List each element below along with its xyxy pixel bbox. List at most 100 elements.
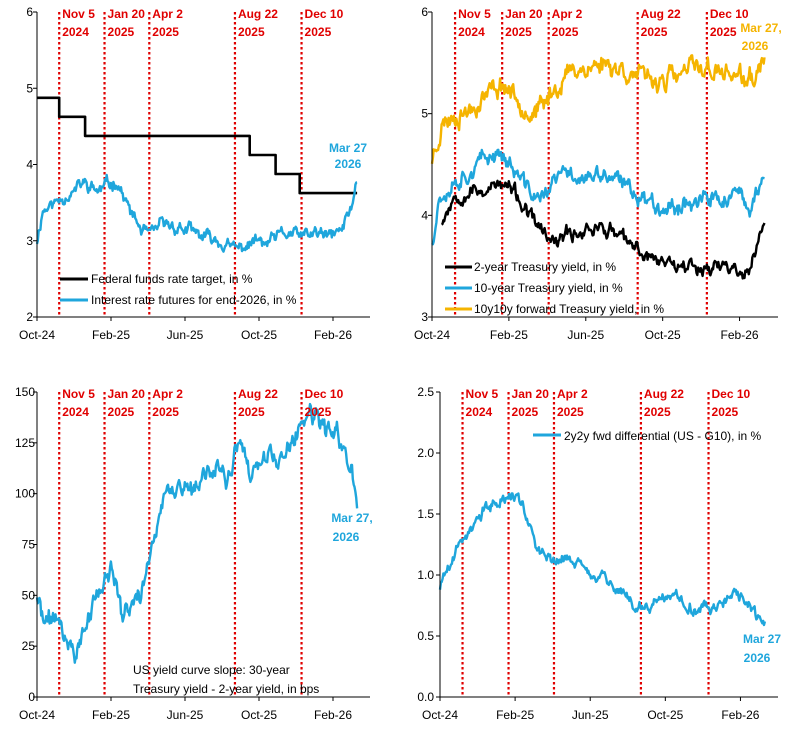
event-date-label: Apr 2 — [557, 387, 588, 401]
y-tick-label: 2.5 — [417, 385, 434, 399]
event-year-label: 2024 — [466, 405, 493, 419]
y-tick-label: 0 — [28, 690, 35, 704]
event-date-label: Aug 22 — [641, 7, 681, 21]
event-year-label: 2025 — [710, 25, 737, 39]
panel2-legend: 2-year Treasury yield, in % 10-year Trea… — [445, 260, 664, 316]
y-tick-label: 0.5 — [417, 629, 434, 643]
y-tick-label: 4 — [26, 158, 33, 172]
legend-label-10y10y: 10y10y forward Treasury yield, in % — [474, 302, 664, 316]
event-date-label: Dec 10 — [710, 7, 749, 21]
x-tick-label: Oct-25 — [241, 708, 277, 722]
panel-treasury-yields: Nov 5 2024 Jan 20 2025 Apr 2 2025 Aug 22 2025 De… — [414, 5, 782, 342]
event-year-label: 2025 — [305, 25, 332, 39]
event-date-label: Jan 20 — [512, 387, 550, 401]
y-tick-label: 125 — [15, 436, 35, 450]
x-tick-label: Oct-25 — [241, 328, 277, 342]
y-tick-label: 1.5 — [417, 507, 434, 521]
panel-fed-funds: Nov 5 2024 Jan 20 2025 Apr 2 2025 Aug 22 2025 De… — [19, 5, 370, 342]
x-tick-label: Jun-25 — [572, 708, 609, 722]
event-date-label: Nov 5 — [62, 7, 95, 21]
event-date-label: Apr 2 — [552, 7, 583, 21]
event-date-label: Jan 20 — [108, 387, 146, 401]
y-tick-label: 100 — [15, 487, 35, 501]
y-tick-label: 2.0 — [417, 446, 434, 460]
y-tick-label: 150 — [15, 385, 35, 399]
x-tick-label: Feb-25 — [496, 708, 534, 722]
panel-2y2y-differential: Nov 5 2024 Jan 20 2025 Apr 2 2025 Aug 22 2025 De… — [417, 385, 781, 722]
end-label-line2: 2026 — [742, 39, 769, 53]
panel3-end-label: Mar 27, 2026 — [331, 511, 372, 544]
x-tick-label: Feb-25 — [490, 328, 528, 342]
event-year-label: 2024 — [458, 25, 485, 39]
event-year-label: 2025 — [505, 25, 532, 39]
event-year-label: 2025 — [108, 25, 135, 39]
end-label-line1: Mar 27 — [743, 632, 781, 646]
y-tick-label: 6 — [26, 5, 33, 19]
event-date-label: Dec 10 — [712, 387, 751, 401]
y-tick-label: 0.0 — [417, 690, 434, 704]
series-line-0 — [35, 402, 359, 664]
end-label-line1: Mar 27, — [740, 21, 781, 35]
y-tick-label: 75 — [22, 538, 36, 552]
y-tick-label: 50 — [22, 588, 36, 602]
x-tick-label: Oct-25 — [647, 708, 683, 722]
annotation-line1: US yield curve slope: 30-year — [133, 663, 290, 677]
event-year-label: 2024 — [62, 405, 89, 419]
panel3-annotation: US yield curve slope: 30-year Treasury y… — [133, 663, 319, 696]
event-year-label: 2025 — [712, 405, 739, 419]
event-date-label: Nov 5 — [62, 387, 95, 401]
x-tick-label: Feb-26 — [721, 328, 759, 342]
panel1-end-label: Mar 27 2026 — [329, 141, 367, 171]
y-tick-label: 25 — [22, 639, 36, 653]
event-year-label: 2025 — [152, 405, 179, 419]
event-year-label: 2025 — [641, 25, 668, 39]
legend-label-futures: Interest rate futures for end-2026, in % — [91, 293, 297, 307]
x-tick-label: Feb-25 — [92, 708, 130, 722]
x-tick-label: Oct-24 — [19, 328, 55, 342]
x-tick-label: Feb-25 — [92, 328, 130, 342]
legend-label-2y2y: 2y2y fwd differential (US - G10), in % — [564, 429, 762, 443]
y-tick-label: 2 — [26, 310, 33, 324]
series-line-1 — [35, 173, 358, 253]
y-tick-label: 3 — [421, 310, 428, 324]
y-tick-label: 3 — [26, 234, 33, 248]
series-line-0 — [37, 96, 358, 195]
y-tick-label: 4 — [421, 208, 428, 222]
x-tick-label: Feb-26 — [314, 328, 352, 342]
x-tick-label: Oct-25 — [645, 328, 681, 342]
series-line-1 — [431, 148, 765, 246]
event-date-label: Aug 22 — [644, 387, 684, 401]
event-year-label: 2025 — [552, 25, 579, 39]
x-tick-label: Feb-26 — [314, 708, 352, 722]
y-tick-label: 5 — [421, 107, 428, 121]
y-tick-label: 5 — [26, 81, 33, 95]
panel2-end-label: Mar 27, 2026 — [740, 21, 781, 53]
event-year-label: 2025 — [557, 405, 584, 419]
x-tick-label: Oct-24 — [19, 708, 55, 722]
event-year-label: 2025 — [152, 25, 179, 39]
end-label-line2: 2026 — [335, 157, 362, 171]
end-label-line1: Mar 27, — [331, 511, 372, 525]
end-label-line2: 2026 — [333, 530, 360, 544]
event-date-label: Aug 22 — [238, 387, 278, 401]
x-tick-label: Feb-26 — [721, 708, 759, 722]
x-tick-label: Jun-25 — [167, 708, 204, 722]
x-tick-label: Jun-25 — [167, 328, 204, 342]
event-date-label: Nov 5 — [466, 387, 499, 401]
event-date-label: Apr 2 — [152, 387, 183, 401]
event-year-label: 2025 — [238, 25, 265, 39]
event-year-label: 2024 — [62, 25, 89, 39]
x-tick-label: Oct-24 — [422, 708, 458, 722]
x-tick-label: Oct-24 — [414, 328, 450, 342]
event-date-label: Dec 10 — [305, 7, 344, 21]
panel-yield-curve-slope: Nov 5 2024 Jan 20 2025 Apr 2 2025 Aug 22 2025 De… — [15, 385, 373, 722]
legend-label-fed-funds: Federal funds rate target, in % — [91, 272, 253, 286]
x-tick-label: Jun-25 — [567, 328, 604, 342]
event-date-label: Apr 2 — [152, 7, 183, 21]
series-line-2 — [440, 179, 766, 280]
panel4-end-label: Mar 27 2026 — [743, 632, 781, 665]
event-year-label: 2025 — [644, 405, 671, 419]
event-year-label: 2025 — [305, 405, 332, 419]
